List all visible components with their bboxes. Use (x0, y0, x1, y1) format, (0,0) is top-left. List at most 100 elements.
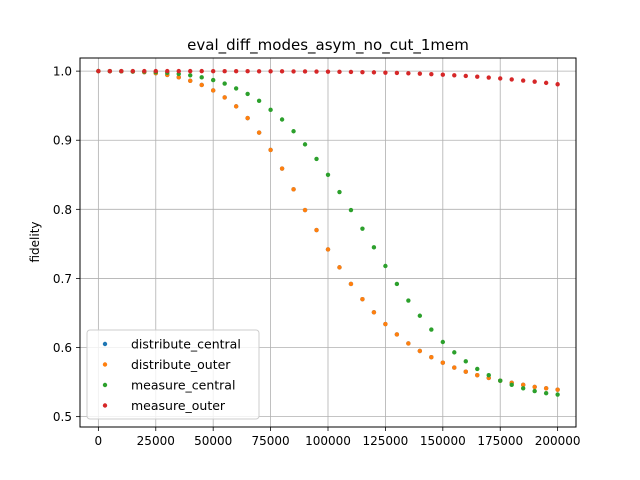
data-point (245, 115, 250, 121)
data-point (302, 69, 308, 74)
data-point (463, 369, 468, 374)
data-point (429, 355, 434, 360)
legend-label: distribute_central (131, 337, 241, 352)
data-point (520, 78, 526, 83)
data-point (440, 360, 446, 365)
data-point (555, 392, 560, 397)
data-point (222, 68, 227, 74)
data-point (233, 104, 239, 109)
data-point (188, 78, 193, 84)
data-point (452, 350, 457, 355)
y-tick-label: 0.8 (53, 203, 72, 217)
data-point (543, 390, 549, 396)
x-tick-label: 125000 (363, 434, 409, 448)
x-tick-label: 150000 (420, 434, 466, 448)
data-point (406, 298, 411, 303)
series-measure-outer (96, 68, 560, 87)
data-point (475, 366, 480, 372)
data-point (337, 189, 342, 195)
data-point (498, 378, 503, 383)
data-point (302, 142, 308, 147)
legend-marker (102, 341, 108, 347)
data-point (417, 71, 423, 76)
data-point (268, 147, 273, 153)
data-point (371, 70, 377, 75)
data-point (96, 68, 101, 74)
data-point (394, 70, 400, 76)
y-tick-label: 0.6 (53, 341, 72, 355)
x-tick-label: 200000 (535, 434, 581, 448)
legend-label: distribute_outer (131, 357, 231, 372)
data-point (291, 187, 296, 192)
data-point (417, 313, 423, 318)
data-point (475, 372, 480, 378)
data-point (520, 382, 526, 388)
data-point (417, 348, 423, 354)
legend-label: measure_outer (131, 398, 226, 413)
y-axis-label: fidelity (28, 221, 42, 262)
data-point (348, 207, 354, 213)
x-tick-label: 25000 (137, 434, 175, 448)
data-point (520, 386, 526, 391)
data-point (199, 75, 204, 80)
legend-marker (102, 382, 108, 388)
legend: distribute_central distribute_outermeasur… (86, 329, 260, 420)
data-point (210, 88, 216, 93)
data-point (314, 156, 319, 162)
data-point (199, 82, 204, 88)
data-point (268, 107, 273, 113)
data-point (314, 227, 319, 233)
data-point (394, 281, 400, 287)
data-point (394, 332, 400, 337)
data-point (486, 372, 491, 378)
data-point (188, 73, 193, 78)
y-tick-label: 0.5 (53, 410, 72, 424)
x-tick-label: 175000 (477, 434, 523, 448)
data-point (463, 359, 468, 364)
data-point (383, 70, 388, 75)
data-point (532, 384, 537, 390)
data-point (348, 69, 354, 75)
data-point (463, 73, 468, 79)
data-point (279, 166, 285, 171)
data-point (325, 172, 331, 177)
plot-data (96, 68, 560, 397)
data-point (119, 68, 124, 74)
x-tick-label: 0 (95, 434, 103, 448)
data-point (452, 73, 457, 78)
legend-label: measure_central (131, 378, 235, 393)
data-point (371, 245, 377, 250)
data-point (486, 75, 491, 80)
data-point (509, 77, 514, 82)
data-point (130, 68, 136, 74)
data-point (176, 75, 181, 80)
data-point (210, 68, 216, 74)
data-point (210, 77, 216, 83)
data-point (452, 365, 457, 370)
data-point (188, 68, 193, 74)
data-point (233, 86, 239, 91)
data-point (360, 69, 365, 75)
data-point (532, 79, 537, 84)
data-point (222, 95, 227, 100)
y-tick-label: 0.9 (53, 134, 72, 148)
data-point (256, 130, 262, 135)
data-point (256, 98, 262, 104)
legend-box (86, 329, 260, 420)
data-point (383, 321, 388, 327)
data-point (245, 68, 250, 74)
data-point (440, 72, 446, 77)
data-point (406, 341, 411, 346)
data-point (337, 265, 342, 270)
data-point (429, 327, 434, 332)
x-tick-label: 75000 (251, 434, 289, 448)
data-point (555, 387, 560, 392)
data-point (383, 263, 388, 269)
data-point (153, 68, 158, 74)
data-point (325, 69, 331, 74)
x-tick-label: 50000 (194, 434, 232, 448)
data-point (314, 69, 319, 74)
data-point (199, 68, 204, 74)
x-axis: 0 25000 50000 75000 100000 125000 150000 175000… (95, 427, 581, 448)
data-point (543, 80, 549, 86)
